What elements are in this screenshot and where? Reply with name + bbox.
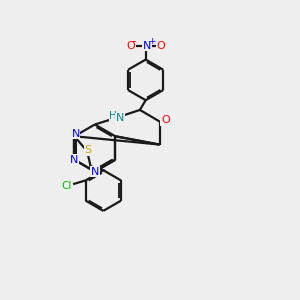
Text: N: N xyxy=(116,113,124,124)
Text: -: - xyxy=(132,35,136,48)
Text: N: N xyxy=(70,155,79,165)
Text: +: + xyxy=(148,37,156,46)
Text: N: N xyxy=(142,41,151,51)
Text: N: N xyxy=(91,167,99,177)
Text: O: O xyxy=(126,41,135,51)
Text: N: N xyxy=(71,129,80,139)
Text: O: O xyxy=(161,115,170,125)
Text: H: H xyxy=(110,111,117,121)
Text: S: S xyxy=(85,145,92,155)
Text: O: O xyxy=(156,41,165,51)
Text: Cl: Cl xyxy=(61,181,71,191)
